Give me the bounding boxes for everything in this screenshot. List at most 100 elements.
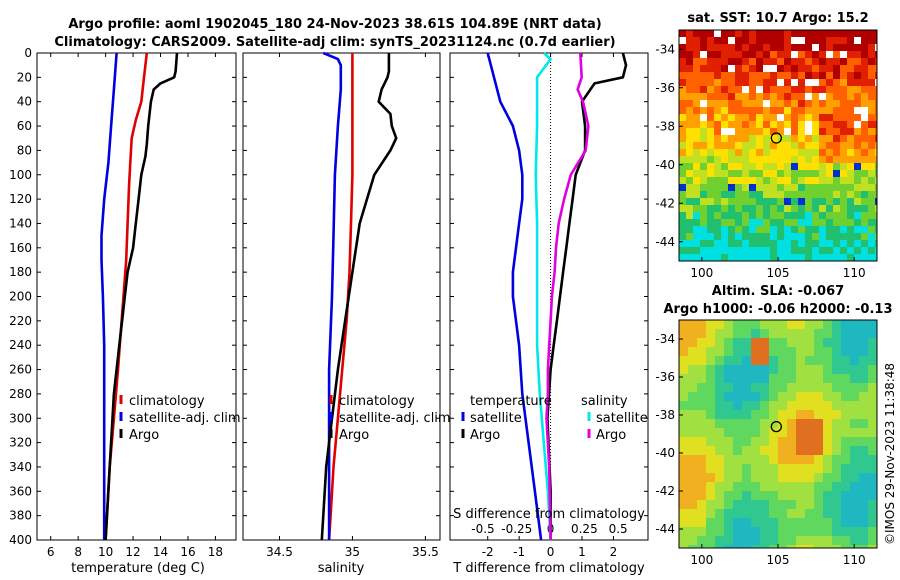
sst-map-cell (868, 86, 875, 93)
sst-map-cell (812, 100, 819, 107)
sst-map-cell (777, 135, 784, 142)
sla-map-cell (724, 473, 733, 482)
sst-map-cell (686, 247, 693, 254)
sst-map-cell (693, 233, 700, 240)
sla-map-cell (796, 473, 805, 482)
sst-map-cell (861, 100, 868, 107)
sla-map-cell (697, 455, 706, 464)
sst-map-cell (707, 86, 714, 93)
sla-map-cell (706, 464, 715, 473)
sla-map-cell (859, 473, 868, 482)
sst-map-cell (679, 58, 686, 65)
sst-map-cell (847, 219, 854, 226)
sst-map-cell (840, 191, 847, 198)
sla-map-cell (832, 347, 841, 356)
difference-xtick-label: 1 (578, 545, 586, 559)
salinity-diff-tick-label: -0.5 (471, 522, 494, 536)
sst-map-cell (679, 121, 686, 128)
sst-map-cell (756, 58, 763, 65)
sla-map-cell (679, 437, 688, 446)
sst-map-cell (728, 114, 735, 121)
sla-map-cell (769, 455, 778, 464)
sst-map-cell (805, 142, 812, 149)
sla-map-cell (859, 428, 868, 437)
sla-map-cell (805, 545, 814, 548)
sst-map-cell (686, 121, 693, 128)
sst-map-cell (679, 156, 686, 163)
sst-map-lat-label: -34 (655, 42, 675, 56)
sst-map-cell (693, 212, 700, 219)
sla-map-cell (814, 527, 823, 536)
sst-map-cell (875, 149, 877, 156)
sst-map-cell (763, 184, 770, 191)
sla-map-cell (787, 320, 796, 329)
sla-map-cell (859, 356, 868, 365)
sst-map-cell (686, 79, 693, 86)
sst-map-cell (721, 79, 728, 86)
sst-map-cell (777, 219, 784, 226)
sst-map-cell (714, 58, 721, 65)
sst-map-cell (854, 86, 861, 93)
sla-map-cell (769, 419, 778, 428)
sst-map-cell (679, 30, 686, 37)
sst-map-cell (826, 44, 833, 51)
sla-map-cell (697, 509, 706, 518)
sla-map-cell (733, 392, 742, 401)
sla-map-cell (814, 365, 823, 374)
sst-map-cell (861, 240, 868, 247)
sst-map-cell (763, 156, 770, 163)
sla-map-cell (769, 437, 778, 446)
sla-map-cell (850, 401, 859, 410)
sla-map-cell (742, 320, 751, 329)
sla-map-cell (868, 383, 877, 392)
sla-map-cell (769, 518, 778, 527)
sla-map-lon-label: 110 (843, 553, 866, 567)
sst-map-cell (742, 65, 749, 72)
sst-map-cell (707, 254, 714, 261)
temperature-legend-label: satellite (470, 411, 522, 426)
sst-map-cell (833, 219, 840, 226)
sla-map-cell (778, 536, 787, 545)
sla-map-cell (814, 401, 823, 410)
sla-map-cell (832, 509, 841, 518)
sla-map-cell (823, 536, 832, 545)
sst-map-cell (742, 72, 749, 79)
sst-map-cell (735, 212, 742, 219)
sla-map-cell (823, 509, 832, 518)
sst-map-cell (826, 121, 833, 128)
sla-map-cell (841, 347, 850, 356)
sst-map-cell (875, 233, 877, 240)
sla-map-cell (868, 356, 877, 365)
sst-map-cell (847, 142, 854, 149)
sla-map-cell (760, 392, 769, 401)
sla-map-cell (760, 320, 769, 329)
sst-map-cell (749, 58, 756, 65)
sst-map-cell (742, 107, 749, 114)
sst-map-cell (791, 44, 798, 51)
sla-map-cell (697, 410, 706, 419)
sst-map-cell (833, 142, 840, 149)
sst-map-cell (721, 44, 728, 51)
sst-map-cell (756, 128, 763, 135)
depth-tick-label: 180 (9, 265, 32, 279)
sst-map-cell (777, 72, 784, 79)
sst-map-cell (812, 142, 819, 149)
sst-map-cell (784, 93, 791, 100)
sst-map-cell (728, 156, 735, 163)
sst-map-cell (742, 121, 749, 128)
sst-map-cell (868, 233, 875, 240)
sst-map-cell (693, 156, 700, 163)
sla-map-cell (742, 518, 751, 527)
sst-map-cell (686, 219, 693, 226)
sla-map-cell (778, 455, 787, 464)
sla-map-cell (805, 320, 814, 329)
sst-map-cell (840, 198, 847, 205)
sst-map-cell (679, 198, 686, 205)
sst-map-cell (826, 254, 833, 261)
sla-map-cell (769, 491, 778, 500)
sst-map-cell (819, 107, 826, 114)
sst-map-cell (777, 149, 784, 156)
sst-map-cell (805, 226, 812, 233)
sst-map-cell (693, 121, 700, 128)
sst-map-cell (854, 149, 861, 156)
